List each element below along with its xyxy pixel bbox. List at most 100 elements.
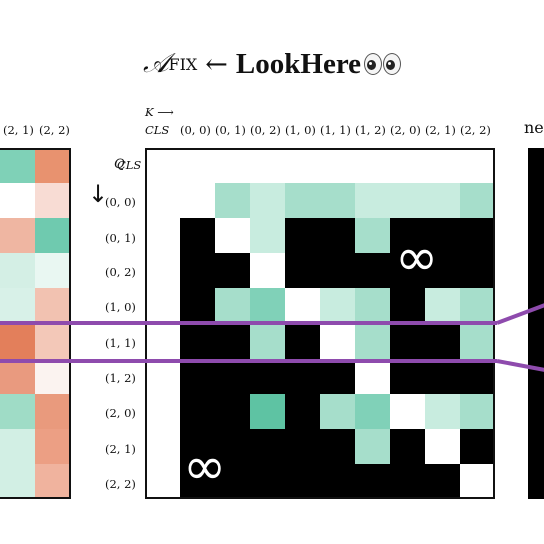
matrix-cell-0-2 bbox=[215, 150, 251, 184]
matrix-cell-0-8 bbox=[425, 150, 461, 184]
matrix-cell-0-4 bbox=[285, 150, 321, 184]
matrix-cell-2-5 bbox=[320, 218, 356, 254]
matrix-cell-3-7 bbox=[390, 253, 426, 289]
matrix-cell-1-6 bbox=[355, 183, 391, 219]
column-label-8: (2, 2) bbox=[460, 123, 491, 137]
matrix-cell-9-6 bbox=[355, 463, 391, 497]
matrix-cell-3-6 bbox=[355, 253, 391, 289]
left-map-cell-2-0 bbox=[0, 218, 36, 254]
column-label-0: (0, 0) bbox=[180, 123, 211, 137]
matrix-cell-6-1 bbox=[180, 358, 216, 395]
matrix-cell-7-6 bbox=[355, 393, 391, 430]
matrix-cell-3-2 bbox=[215, 253, 251, 289]
matrix-cell-4-5 bbox=[320, 288, 356, 324]
matrix-cell-7-8 bbox=[425, 393, 461, 430]
matrix-cell-7-2 bbox=[215, 393, 251, 430]
matrix-cell-8-3 bbox=[250, 428, 286, 465]
matrix-cell-1-1 bbox=[180, 183, 216, 219]
matrix-cell-6-8 bbox=[425, 358, 461, 395]
matrix-cell-0-3 bbox=[250, 150, 286, 184]
matrix-cell-7-7 bbox=[390, 393, 426, 430]
row-label-0: CLS bbox=[117, 158, 142, 172]
column-label-6: (2, 0) bbox=[390, 123, 421, 137]
left-map-cell-4-1 bbox=[35, 288, 69, 324]
left-map-cell-4-0 bbox=[0, 288, 36, 324]
matrix-cell-4-1 bbox=[180, 288, 216, 324]
matrix-cell-7-0 bbox=[147, 393, 181, 430]
matrix-cell-9-9 bbox=[460, 463, 493, 497]
matrix-cell-8-7 bbox=[390, 428, 426, 465]
left-map-cell-7-1 bbox=[35, 393, 69, 430]
title-method-name: LookHere bbox=[235, 47, 362, 80]
row-label-1: (0, 0) bbox=[105, 195, 136, 209]
left-map-cell-0-1 bbox=[35, 150, 69, 184]
matrix-cell-5-4 bbox=[285, 323, 321, 360]
right-attention-map bbox=[528, 148, 544, 499]
left-map-cell-6-1 bbox=[35, 358, 69, 395]
connector-line-upper bbox=[496, 303, 544, 325]
matrix-cell-0-6 bbox=[355, 150, 391, 184]
matrix-cell-9-2 bbox=[215, 463, 251, 497]
column-label-5: (1, 2) bbox=[355, 123, 386, 137]
left-map-cell-5-0 bbox=[0, 323, 36, 360]
left-map-cell-7-0 bbox=[0, 393, 36, 430]
column-label-1: (0, 1) bbox=[215, 123, 246, 137]
query-axis-label: Q bbox=[114, 157, 125, 172]
left-map-cell-9-0 bbox=[0, 463, 36, 497]
matrix-cell-1-3 bbox=[250, 183, 286, 219]
matrix-cell-2-0 bbox=[147, 218, 181, 254]
matrix-cell-4-6 bbox=[355, 288, 391, 324]
eyes-icon bbox=[364, 53, 402, 75]
left-map-cell-3-0 bbox=[0, 253, 36, 289]
column-label-7: (2, 1) bbox=[425, 123, 456, 137]
matrix-cell-7-4 bbox=[285, 393, 321, 430]
matrix-cell-7-9 bbox=[460, 393, 493, 430]
column-label-2: (0, 2) bbox=[250, 123, 281, 137]
matrix-cell-2-6 bbox=[355, 218, 391, 254]
matrix-cell-5-2 bbox=[215, 323, 251, 360]
left-col-label-1: (2, 2) bbox=[39, 123, 70, 137]
matrix-cell-3-1 bbox=[180, 253, 216, 289]
left-map-cell-6-0 bbox=[0, 358, 36, 395]
matrix-cell-9-7 bbox=[390, 463, 426, 497]
matrix-cell-2-3 bbox=[250, 218, 286, 254]
matrix-cell-1-8 bbox=[425, 183, 461, 219]
connector-line-lower bbox=[496, 359, 544, 372]
matrix-cell-5-1 bbox=[180, 323, 216, 360]
matrix-cell-3-5 bbox=[320, 253, 356, 289]
matrix-cell-6-3 bbox=[250, 358, 286, 395]
left-map-cell-8-1 bbox=[35, 428, 69, 465]
matrix-cell-1-9 bbox=[460, 183, 493, 219]
matrix-cell-6-7 bbox=[390, 358, 426, 395]
matrix-cell-4-8 bbox=[425, 288, 461, 324]
matrix-cell-1-2 bbox=[215, 183, 251, 219]
matrix-cell-9-8 bbox=[425, 463, 461, 497]
matrix-cell-6-6 bbox=[355, 358, 391, 395]
eye-right-icon bbox=[383, 53, 402, 75]
infinity-symbol-top: ∞ bbox=[395, 228, 439, 288]
matrix-cell-9-1 bbox=[180, 463, 216, 497]
matrix-cell-1-7 bbox=[390, 183, 426, 219]
left-map-cell-9-1 bbox=[35, 463, 69, 497]
column-label-3: (1, 0) bbox=[285, 123, 316, 137]
key-axis-label: K ⟶ bbox=[145, 105, 174, 119]
left-map-cell-2-1 bbox=[35, 218, 69, 254]
matrix-cell-0-5 bbox=[320, 150, 356, 184]
left-map-cell-1-1 bbox=[35, 183, 69, 219]
matrix-cell-1-5 bbox=[320, 183, 356, 219]
matrix-cell-6-0 bbox=[147, 358, 181, 395]
left-map-cell-1-0 bbox=[0, 183, 36, 219]
matrix-cell-8-4 bbox=[285, 428, 321, 465]
left-map-cell-8-0 bbox=[0, 428, 36, 465]
matrix-cell-5-0 bbox=[147, 323, 181, 360]
infinity-symbol-bottom: ∞ bbox=[183, 437, 227, 497]
matrix-cell-4-2 bbox=[215, 288, 251, 324]
matrix-cell-0-9 bbox=[460, 150, 493, 184]
matrix-cell-3-4 bbox=[285, 253, 321, 289]
matrix-cell-7-5 bbox=[320, 393, 356, 430]
matrix-cell-9-5 bbox=[320, 463, 356, 497]
matrix-cell-0-1 bbox=[180, 150, 216, 184]
matrix-cell-8-9 bbox=[460, 428, 493, 465]
eye-left-icon bbox=[364, 53, 383, 75]
matrix-cell-8-0 bbox=[147, 428, 181, 465]
